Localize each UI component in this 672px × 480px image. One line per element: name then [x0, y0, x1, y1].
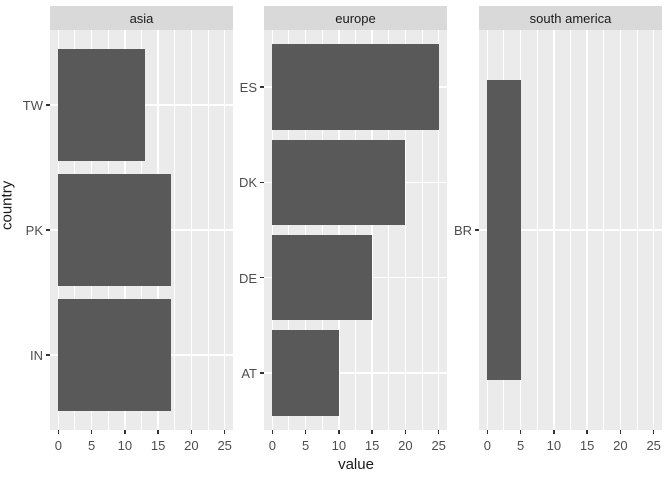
x-tick-mark	[124, 430, 126, 434]
minor-gridline	[355, 30, 356, 430]
x-tick-mark	[371, 430, 373, 434]
x-tick-mark	[271, 430, 274, 434]
x-tick-label: 10	[546, 438, 562, 453]
x-tick-label: 15	[364, 438, 380, 453]
facet-panel	[479, 30, 662, 430]
minor-gridline	[321, 30, 323, 430]
major-gridline	[437, 30, 440, 430]
bar-IN	[58, 298, 172, 412]
x-tick-label: 10	[331, 438, 347, 453]
y-tick-label-BR: BR	[453, 223, 472, 238]
y-tick-label-IN: IN	[30, 348, 43, 363]
x-tick-mark	[486, 430, 489, 434]
bar-DE	[272, 234, 373, 321]
facet-panel	[50, 30, 233, 430]
x-tick-label: 5	[87, 438, 96, 453]
x-tick-mark	[157, 430, 159, 434]
x-axis-title-text: value	[338, 456, 374, 473]
x-tick-label: 0	[268, 438, 276, 453]
facet-south-america: south america 0 5 10 15 20 25 BR	[454, 0, 662, 480]
x-tick-label: 15	[579, 438, 595, 453]
facet-strip-label: europe	[264, 6, 447, 30]
y-tick-label-ES: ES	[239, 80, 257, 96]
major-gridline	[371, 30, 373, 430]
x-tick-label: 5	[301, 438, 310, 453]
x-tick-mark	[338, 430, 340, 434]
y-tick-mark	[475, 229, 479, 231]
facet-europe: europe 0 5 10 15 20 25 ES DK DE AT	[239, 0, 447, 480]
bar-TW	[58, 48, 145, 162]
y-tick-mark	[260, 372, 264, 374]
bar-DK	[272, 139, 406, 226]
bar-ES	[272, 44, 439, 130]
facet-asia: asia 0 5 10 15 20 25 TW PK IN	[23, 0, 233, 480]
y-tick-mark	[260, 86, 264, 88]
major-gridline	[338, 30, 340, 430]
major-gridline	[404, 30, 407, 430]
major-gridline	[271, 30, 274, 430]
x-tick-label: 20	[184, 438, 199, 453]
x-tick-mark	[90, 430, 93, 434]
minor-gridline	[421, 30, 423, 430]
x-tick-mark	[519, 430, 522, 434]
x-tick-mark	[57, 430, 60, 434]
y-axis-title: country	[0, 180, 16, 230]
category-gridline	[479, 229, 662, 231]
y-tick-label-AT: AT	[241, 365, 257, 381]
x-tick-mark	[223, 430, 226, 434]
x-tick-label: 10	[117, 438, 133, 453]
y-tick-mark	[46, 354, 50, 356]
x-tick-label: 25	[646, 438, 661, 453]
y-tick-mark	[260, 181, 264, 184]
x-tick-mark	[190, 430, 193, 434]
x-tick-mark	[652, 430, 655, 434]
x-tick-mark	[619, 430, 622, 434]
facet-panel	[264, 30, 447, 430]
x-tick-label: 0	[483, 438, 491, 453]
major-gridline	[304, 30, 307, 430]
y-tick-label-DE: DE	[238, 270, 257, 286]
minor-gridline	[388, 30, 390, 430]
bar-PK	[58, 173, 172, 287]
y-tick-mark	[46, 229, 50, 231]
x-tick-mark	[437, 430, 440, 434]
bar-BR	[487, 80, 521, 380]
x-tick-mark	[304, 430, 307, 434]
x-tick-label: 20	[398, 438, 413, 453]
y-tick-label-DK: DK	[238, 175, 257, 191]
y-tick-mark	[46, 104, 50, 106]
facet-strip-label: asia	[50, 6, 233, 30]
x-tick-label: 20	[613, 438, 628, 453]
y-tick-label-PK: PK	[25, 223, 43, 238]
category-gridline	[264, 372, 447, 374]
bar-AT	[272, 330, 339, 416]
y-tick-mark	[260, 276, 264, 279]
x-tick-label: 5	[516, 438, 525, 453]
x-axis-title: value	[0, 456, 672, 473]
x-tick-label: 25	[431, 438, 446, 453]
x-tick-mark	[404, 430, 407, 434]
x-tick-label: 25	[217, 438, 232, 453]
x-tick-mark	[553, 430, 555, 434]
facet-strip-label: south america	[479, 6, 662, 30]
x-tick-label: 15	[150, 438, 166, 453]
x-tick-label: 0	[54, 438, 62, 453]
minor-gridline	[288, 30, 290, 430]
y-tick-label-TW: TW	[22, 98, 43, 113]
x-tick-mark	[586, 430, 588, 434]
